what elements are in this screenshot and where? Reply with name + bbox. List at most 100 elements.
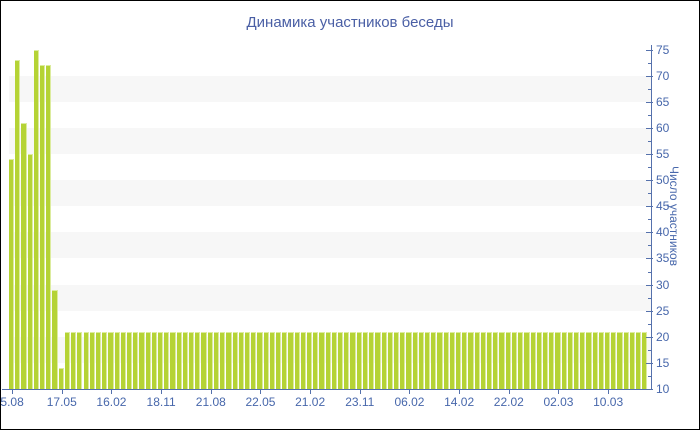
bar [598,331,605,389]
bar [468,331,474,389]
bar [120,331,126,389]
x-tick [459,389,461,394]
y-tick [646,101,653,103]
y-tick [646,310,653,312]
bar [77,331,83,389]
bar [170,331,176,389]
y-tick-label: 45 [656,199,670,214]
y-tick [646,362,653,364]
bar [629,331,636,389]
bar [226,331,232,389]
bar [462,331,468,389]
bar [567,331,573,389]
y-tick [646,336,653,338]
y-tick-label: 35 [656,251,670,266]
bar [71,331,77,389]
x-axis-line [2,389,652,390]
bar [176,331,182,389]
y-tick [646,127,653,129]
x-tick-label: 22.02 [493,395,524,409]
bar [511,331,518,389]
x-tick-label: 5.08 [0,395,24,409]
y-minor-tick [648,349,652,351]
chart-title: Динамика участников беседы [246,14,454,31]
bar [89,331,95,389]
y-minor-tick [648,271,652,273]
bar [350,331,356,389]
bar [642,331,648,389]
bar [530,331,536,389]
bar [52,289,58,389]
y-tick [646,389,653,390]
y-minor-tick [648,245,652,247]
bar [46,65,52,389]
bar [549,331,555,389]
y-tick [646,180,653,182]
y-minor-tick [648,375,652,377]
bar [524,331,530,389]
bar [418,331,424,389]
y-axis-line [651,45,652,389]
bar [542,331,549,389]
bar [381,331,387,389]
bar [623,331,629,389]
x-tick [210,389,212,394]
bar [580,331,586,389]
x-tick-label: 14.02 [444,395,475,409]
grid-stripe [9,284,651,311]
bar [611,331,617,389]
bar [9,159,15,389]
bar [269,331,275,389]
bar [487,331,493,389]
y-minor-tick [648,140,652,142]
x-tick-label: 21.02 [295,395,326,409]
bar [64,331,71,389]
y-tick-label: 55 [656,147,670,162]
bar [617,331,623,389]
bar [592,331,598,389]
bar [108,331,114,389]
bar [158,331,164,389]
y-tick [646,232,653,234]
y-tick [646,284,653,286]
x-tick [608,389,610,394]
bar [605,331,611,389]
bar [189,331,195,389]
bar [139,331,145,389]
bar [15,60,21,389]
y-minor-tick [648,62,652,64]
x-tick-label: 17.05 [46,395,77,409]
y-tick-label: 70 [656,68,670,83]
bar [387,331,393,389]
x-tick-label: 18.11 [146,395,176,409]
y-tick-label: 50 [656,173,670,188]
bar [449,331,456,389]
bar [474,331,480,389]
bar [369,331,375,389]
x-tick [12,389,14,394]
x-tick-label: 10.03 [593,395,624,409]
bar [338,331,344,389]
y-minor-tick [648,297,652,299]
x-tick [409,389,411,394]
bar [480,331,487,389]
y-tick-label: 60 [656,120,670,135]
bar [164,331,170,389]
bar [288,331,294,389]
bar [437,331,443,389]
bar [493,331,499,389]
x-tick-label: 23.11 [345,395,375,409]
y-tick-label: 10 [656,382,670,396]
bar [300,331,306,389]
y-tick [646,75,653,77]
bar [251,331,257,389]
bar [133,331,139,389]
bar [499,331,505,389]
bar [586,331,592,389]
bar [561,331,567,389]
bar [126,331,133,389]
bar [294,331,300,389]
bar [220,331,226,389]
bar [95,331,102,389]
